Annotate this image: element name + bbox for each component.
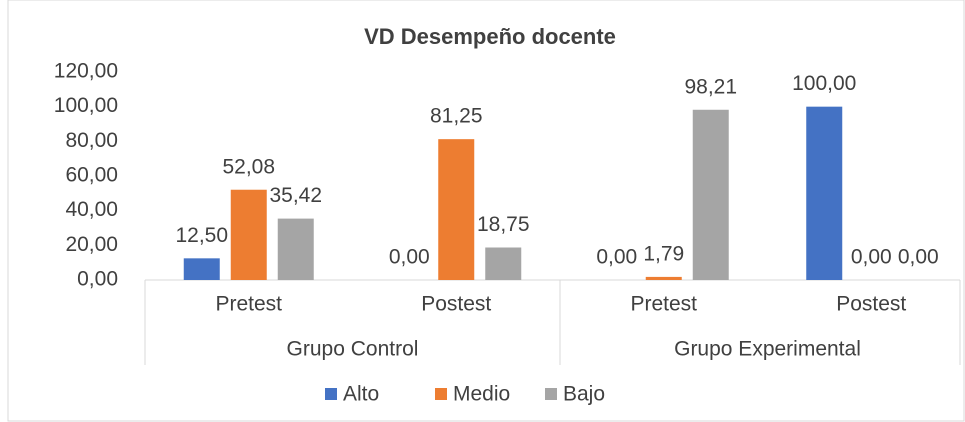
data-label: 52,08 [222, 155, 275, 178]
group-label: Grupo Control [287, 338, 419, 361]
bar [645, 276, 682, 280]
y-tick-label: 40,00 [65, 198, 118, 221]
data-label: 12,50 [175, 224, 228, 247]
legend-label: Alto [343, 383, 379, 406]
chart-title: VD Desempeño docente [364, 24, 616, 49]
bar [230, 189, 267, 280]
x-tick-label: Postest [836, 293, 906, 316]
x-tick-label: Postest [421, 293, 491, 316]
bar [806, 106, 843, 281]
legend-swatch [435, 388, 447, 400]
x-tick-label: Pretest [215, 293, 282, 316]
data-label: 0,00 [851, 246, 892, 269]
group-label: Grupo Experimental [674, 338, 861, 361]
data-label: 18,75 [477, 213, 530, 236]
data-label: 0,00 [596, 246, 637, 269]
y-tick-label: 20,00 [65, 233, 118, 256]
bar [485, 247, 522, 280]
legend-label: Bajo [563, 383, 605, 406]
data-label: 0,00 [389, 246, 430, 269]
y-tick-label: 0,00 [77, 268, 118, 291]
y-tick-label: 80,00 [65, 129, 118, 152]
bar [277, 218, 314, 280]
data-label: 1,79 [643, 242, 684, 265]
y-tick-label: 120,00 [54, 60, 118, 83]
data-label: 98,21 [684, 75, 737, 98]
legend-swatch [325, 388, 337, 400]
chart-frame [7, 0, 965, 422]
legend-swatch [545, 388, 557, 400]
legend-label: Medio [453, 383, 510, 406]
x-tick-label: Pretest [630, 293, 697, 316]
data-label: 100,00 [792, 72, 856, 95]
bar [438, 139, 475, 280]
y-tick-label: 60,00 [65, 164, 118, 187]
bar [183, 258, 220, 280]
bar [692, 109, 729, 280]
data-label: 0,00 [898, 246, 939, 269]
data-label: 81,25 [430, 105, 483, 128]
data-label: 35,42 [269, 184, 322, 207]
y-tick-label: 100,00 [54, 94, 118, 117]
